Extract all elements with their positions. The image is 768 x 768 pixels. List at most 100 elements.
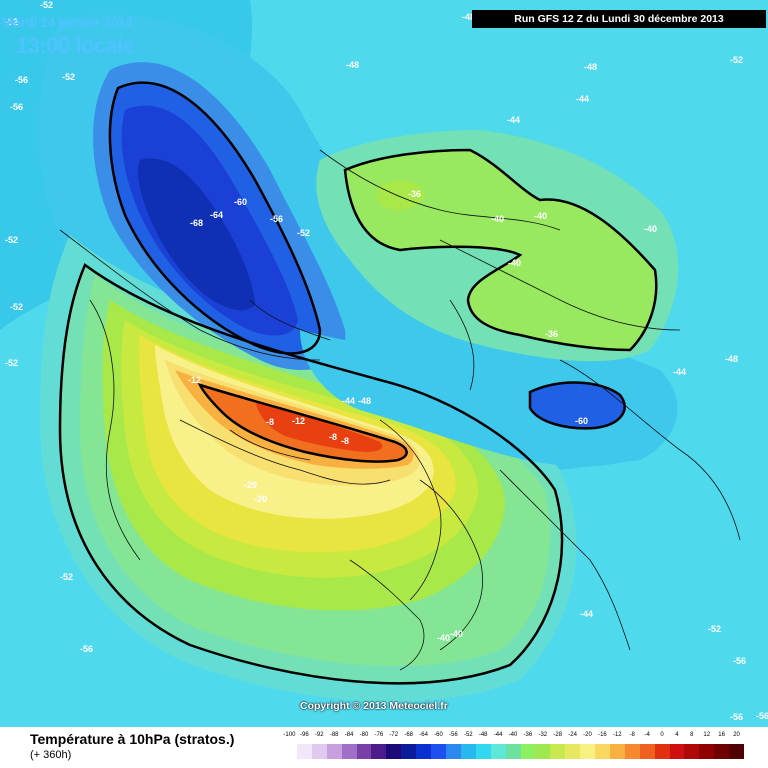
scale-swatch bbox=[401, 744, 417, 759]
scale-label: 16 bbox=[718, 732, 725, 738]
isotherm-label: -48 bbox=[725, 354, 738, 364]
zone-minus4 bbox=[255, 400, 383, 452]
isotherm-label: -44 bbox=[576, 94, 589, 104]
scale-swatch bbox=[311, 744, 327, 759]
isotherm-label: -8 bbox=[329, 432, 337, 442]
scale-label: -52 bbox=[463, 732, 473, 738]
scale-label: -60 bbox=[434, 732, 443, 738]
scale-swatch bbox=[550, 744, 566, 759]
isotherm-label: -12 bbox=[292, 416, 305, 426]
scale-label: -76 bbox=[374, 732, 384, 738]
temperature-map: -52 -48-48 -52-56-56-52-48-44-44-60-64-68-… bbox=[0, 0, 768, 727]
scale-swatch bbox=[296, 744, 312, 759]
scale-label: 0 bbox=[660, 732, 664, 738]
model-run-label: Run GFS 12 Z du Lundi 30 décembre 2013 bbox=[472, 10, 766, 28]
scale-swatch bbox=[699, 744, 715, 759]
isotherm-label: -52 bbox=[62, 72, 75, 82]
scale-swatch bbox=[535, 744, 551, 759]
zone-minus72 bbox=[137, 158, 255, 311]
isotherm-label: -60 bbox=[234, 197, 247, 207]
scale-label: -8 bbox=[629, 732, 635, 738]
zone-minus36-north bbox=[376, 180, 425, 211]
isotherm-label: -40 bbox=[508, 258, 521, 268]
scale-swatch bbox=[624, 744, 640, 759]
forecast-date: Mardi 14 janvier 2014 bbox=[2, 14, 133, 30]
scale-label: -32 bbox=[538, 732, 548, 738]
isotherm-label: -56 bbox=[15, 75, 28, 85]
isotherm-label: -52 bbox=[5, 358, 18, 368]
scale-swatch bbox=[460, 744, 476, 759]
copyright-notice: Copyright © 2013 Meteociel.fr bbox=[300, 700, 448, 712]
scale-label: 4 bbox=[675, 732, 679, 738]
scale-swatch bbox=[669, 744, 685, 759]
isotherm-label: -56 bbox=[270, 214, 283, 224]
isotherm-label: -36 bbox=[408, 189, 421, 199]
scale-swatch bbox=[371, 744, 387, 759]
scale-label: -88 bbox=[329, 732, 339, 738]
scale-label: -48 bbox=[478, 732, 488, 738]
isotherm-label: -52 bbox=[10, 302, 23, 312]
scale-swatch bbox=[595, 744, 610, 759]
scale-label: -28 bbox=[553, 732, 563, 738]
isotherm-label: -52 bbox=[297, 228, 310, 238]
scale-label: -20 bbox=[583, 732, 592, 738]
isotherm-label: -56 bbox=[80, 644, 93, 654]
scale-swatch bbox=[609, 744, 625, 759]
scale-label: -24 bbox=[568, 732, 577, 738]
scale-swatch bbox=[386, 744, 402, 759]
isotherm-label: -44 bbox=[507, 115, 520, 125]
scale-label: -40 bbox=[508, 732, 518, 738]
scale-label: -96 bbox=[300, 732, 309, 738]
isotherm-label: -40 bbox=[491, 214, 504, 224]
scale-label: -92 bbox=[314, 732, 324, 738]
isotherm-label: -56 bbox=[730, 712, 743, 722]
scale-label: 12 bbox=[703, 732, 711, 738]
scale-label: 8 bbox=[690, 732, 694, 738]
scale-swatch bbox=[684, 744, 700, 759]
isotherm-label: -64 bbox=[210, 210, 223, 220]
scale-label: -84 bbox=[344, 732, 354, 738]
isotherm-label: -60 bbox=[575, 416, 588, 426]
isotherm-label: -40 bbox=[450, 629, 463, 639]
isotherm-label: -44 bbox=[580, 609, 593, 619]
color-scale-labels: -100 -96 -92 -88 -84 -80 -76 -72 -68 -64 -60 -56 -52… bbox=[282, 732, 744, 742]
scale-label: -4 bbox=[644, 732, 650, 738]
scale-swatch bbox=[341, 744, 357, 759]
scale-label: -16 bbox=[598, 732, 607, 738]
isotherm-label: -48 bbox=[462, 12, 475, 22]
isotherm-label: -52 bbox=[5, 17, 18, 27]
isotherm-label: -68 bbox=[190, 218, 203, 228]
isotherm-label: -44 bbox=[673, 367, 686, 377]
scale-swatch bbox=[282, 744, 297, 759]
scale-swatch bbox=[520, 744, 536, 759]
isotherm-lines bbox=[58, 81, 658, 685]
zone-minus60-east bbox=[530, 382, 625, 429]
isotherm-label: -48 bbox=[358, 396, 371, 406]
legend-subtitle: (+ 360h) bbox=[30, 749, 72, 761]
legend-title: Température à 10hPa (stratos.) bbox=[30, 731, 235, 747]
scale-swatch bbox=[654, 744, 670, 759]
isotherm-label: -20 bbox=[244, 480, 257, 490]
isotherm-labels: -52 -48-48 -52-56-56-52-48-44-44-60-64-68-… bbox=[5, 0, 768, 722]
isotherm-label: -20 bbox=[254, 494, 267, 504]
scale-swatch bbox=[714, 744, 730, 759]
scale-label: -36 bbox=[523, 732, 533, 738]
scale-swatch bbox=[475, 744, 491, 759]
isotherm-label: -44 bbox=[342, 396, 355, 406]
scale-label: -12 bbox=[612, 732, 622, 738]
scale-swatch bbox=[729, 744, 745, 759]
scale-label: -44 bbox=[493, 732, 503, 738]
color-scale bbox=[282, 744, 745, 759]
isotherm-label: -36 bbox=[545, 329, 558, 339]
scale-swatch bbox=[445, 744, 461, 759]
isotherm-label: -52 bbox=[5, 235, 18, 245]
isotherm-label: -56 bbox=[10, 102, 23, 112]
zone-cold-band bbox=[300, 330, 660, 467]
scale-swatch bbox=[326, 744, 342, 759]
scale-swatch bbox=[565, 744, 581, 759]
isotherm-label: -40 bbox=[644, 224, 657, 234]
scale-swatch bbox=[505, 744, 521, 759]
scale-label: -80 bbox=[359, 732, 369, 738]
isotherm-label: -8 bbox=[266, 417, 274, 427]
scale-swatch bbox=[416, 744, 432, 759]
